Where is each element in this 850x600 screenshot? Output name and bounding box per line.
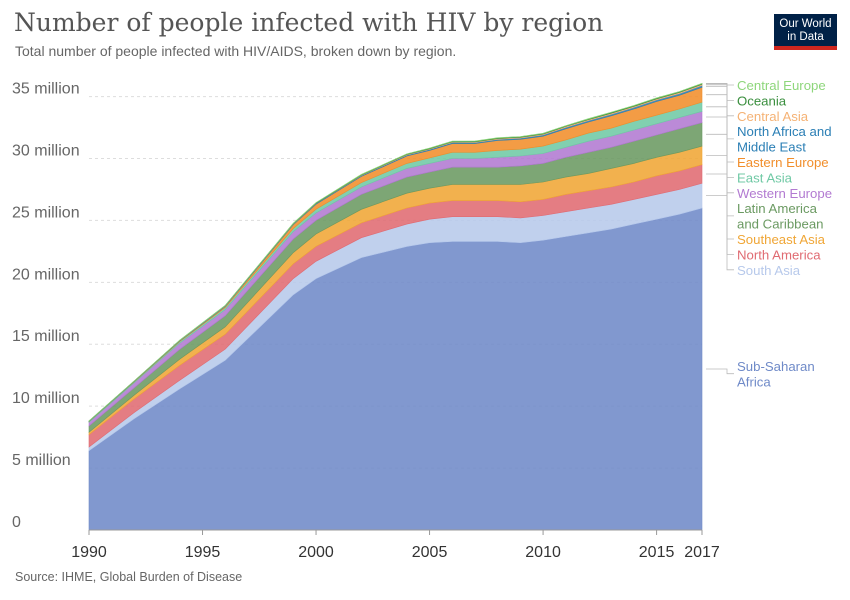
legend-label-central-asia: Central Asia xyxy=(737,109,809,124)
y-tick-label: 10 million xyxy=(12,390,80,407)
x-tick-label: 2000 xyxy=(298,544,334,561)
x-tick-label: 1990 xyxy=(71,544,107,561)
legend-connector xyxy=(706,133,734,217)
legend-connector xyxy=(706,86,734,140)
logo-accent-bar xyxy=(774,46,837,50)
logo-line-2: in Data xyxy=(787,31,824,43)
chart-title: Number of people infected with HIV by re… xyxy=(14,8,604,37)
legend-label-latin-america-and-caribbean: Latin America xyxy=(737,201,818,216)
y-tick-label: 20 million xyxy=(12,266,80,283)
legend-label-latin-america-and-caribbean: and Caribbean xyxy=(737,217,824,232)
logo-line-1: Our World xyxy=(779,18,832,30)
x-tick-label: 2010 xyxy=(525,544,561,561)
legend-label-north-africa-and-middle-east: North Africa and xyxy=(737,124,832,139)
legend-label-southeast-asia: Southeast Asia xyxy=(737,232,826,247)
y-tick-label: 25 million xyxy=(12,204,80,221)
x-tick-label: 2017 xyxy=(684,544,720,561)
legend-connector xyxy=(706,173,734,255)
legend-label-sub-saharan-africa: Africa xyxy=(737,374,771,389)
legend-connector xyxy=(706,116,734,194)
y-tick-label: 5 million xyxy=(12,452,71,469)
y-tick-label: 15 million xyxy=(12,328,80,345)
legend-label-oceania: Oceania xyxy=(737,93,787,108)
chart-subtitle: Total number of people infected with HIV… xyxy=(15,43,457,59)
y-tick-label: 0 xyxy=(12,514,21,531)
y-tick-label: 30 million xyxy=(12,142,80,159)
legend-label-eastern-europe: Eastern Europe xyxy=(737,155,829,170)
legend-connector xyxy=(706,195,734,271)
x-tick-label: 2005 xyxy=(412,544,448,561)
legend-connector xyxy=(706,368,734,375)
x-tick-label: 2015 xyxy=(639,544,675,561)
legend-connector xyxy=(706,94,734,163)
legend-label-sub-saharan-africa: Sub-Saharan xyxy=(737,359,815,374)
owid-logo[interactable]: Our World in Data xyxy=(774,14,837,50)
legend-label-north-africa-and-middle-east: Middle East xyxy=(737,140,806,155)
x-tick-label: 1995 xyxy=(185,544,221,561)
legend-label-western-europe: Western Europe xyxy=(737,186,832,201)
legend-label-south-asia: South Asia xyxy=(737,263,801,278)
area-central-europe xyxy=(88,82,703,422)
legend-connector xyxy=(706,155,734,240)
y-tick-label: 35 million xyxy=(12,81,80,98)
legend-label-north-america: North America xyxy=(737,247,821,262)
legend-label-central-europe: Central Europe xyxy=(737,78,826,93)
source-note: Source: IHME, Global Burden of Disease xyxy=(15,570,243,584)
legend-label-east-asia: East Asia xyxy=(737,170,793,185)
